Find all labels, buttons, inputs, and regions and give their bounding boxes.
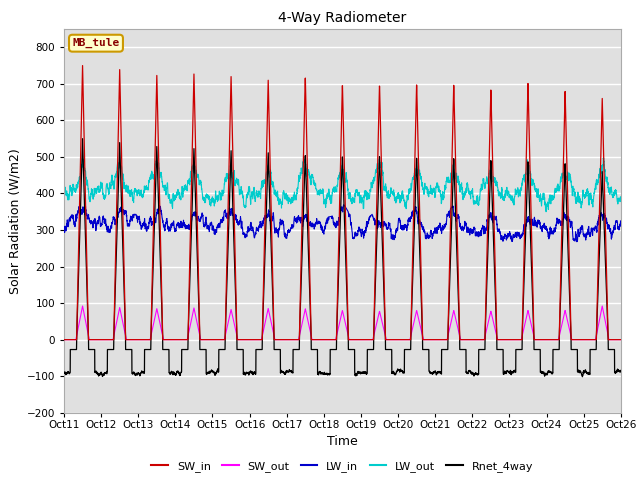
Text: MB_tule: MB_tule <box>72 38 120 48</box>
X-axis label: Time: Time <box>327 435 358 448</box>
Y-axis label: Solar Radiation (W/m2): Solar Radiation (W/m2) <box>8 148 21 294</box>
Legend: SW_in, SW_out, LW_in, LW_out, Rnet_4way: SW_in, SW_out, LW_in, LW_out, Rnet_4way <box>147 456 538 476</box>
Title: 4-Way Radiometer: 4-Way Radiometer <box>278 11 406 25</box>
